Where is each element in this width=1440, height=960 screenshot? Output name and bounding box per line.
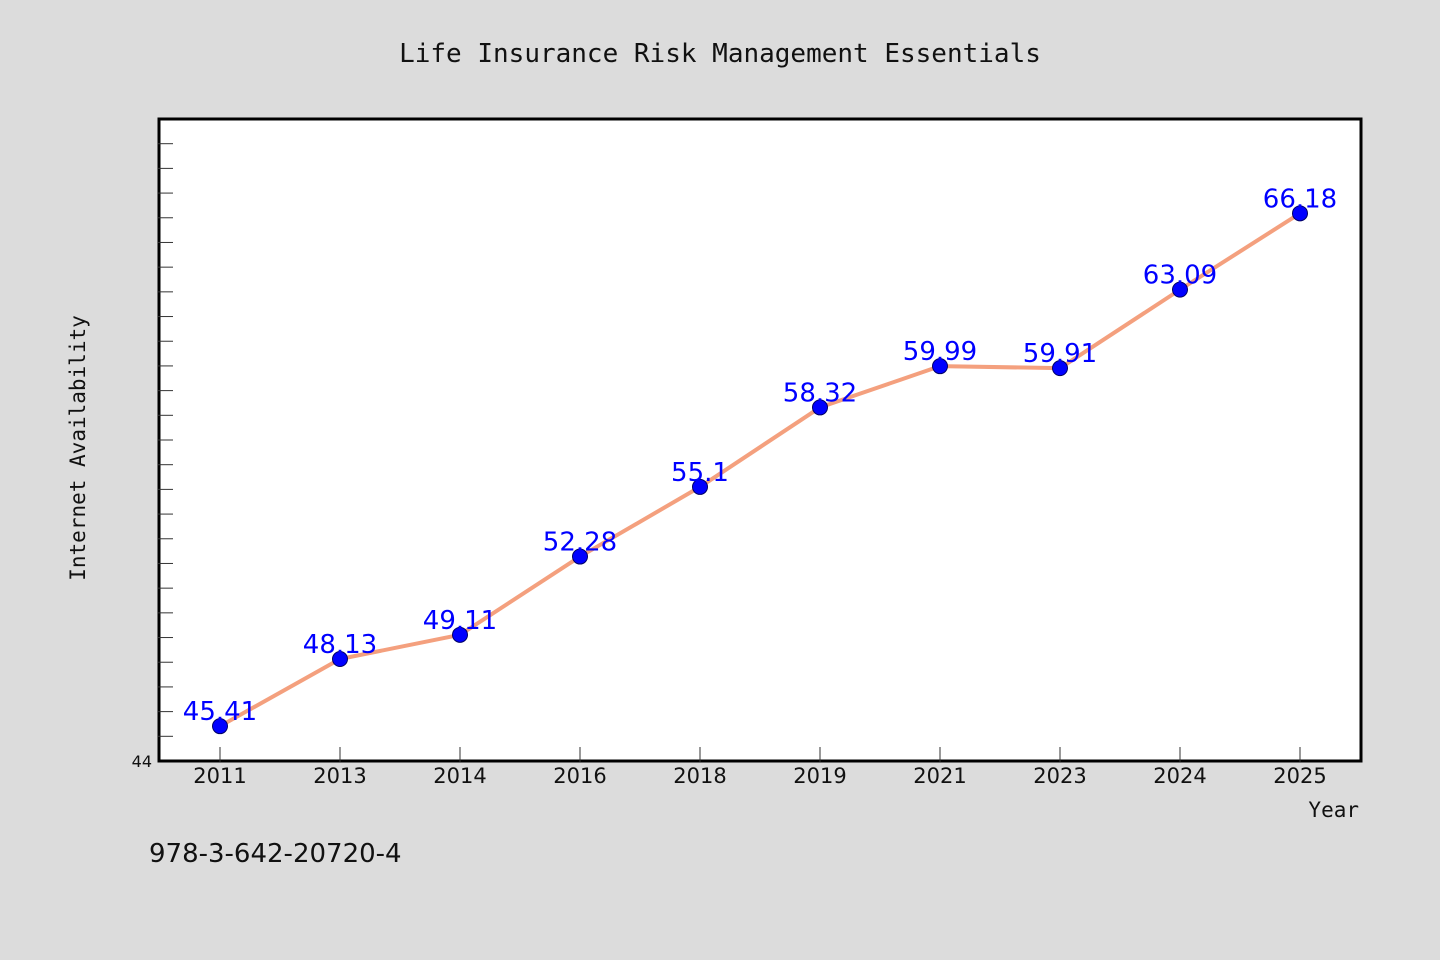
data-label: 48.13 — [303, 630, 377, 660]
data-label-layer: 45.41 48.13 49.11 52.28 55.1 58.32 59.99 59.91 6… — [183, 184, 1337, 727]
footer-code: 978-3-642-20720-4 — [149, 839, 402, 869]
data-label: 52.28 — [543, 528, 617, 558]
series-layer — [212, 205, 1308, 735]
y-axis-ticks — [158, 143, 173, 737]
data-point — [1172, 281, 1188, 298]
data-label: 45.41 — [183, 697, 257, 727]
x-tick-label: 2025 — [1273, 764, 1326, 788]
y-tick-label-min: 44 — [132, 752, 152, 771]
y-axis-title: Internet Availability — [66, 315, 90, 581]
data-point — [1292, 205, 1308, 222]
x-tick-label: 2018 — [673, 764, 726, 788]
x-axis-ticks: 2011 2013 2014 2016 2018 2019 2021 2023 2024 2025 — [193, 747, 1327, 788]
x-tick-label: 2019 — [793, 764, 846, 788]
x-axis-title: Year — [1308, 798, 1359, 822]
data-label: 49.11 — [423, 606, 497, 636]
x-tick-label: 2021 — [913, 764, 966, 788]
data-label: 55.1 — [671, 458, 729, 488]
x-tick-label: 2024 — [1153, 764, 1206, 788]
data-point — [692, 478, 708, 495]
data-point — [572, 548, 588, 565]
data-point — [1052, 360, 1068, 377]
data-point — [332, 651, 348, 668]
x-tick-label: 2011 — [193, 764, 246, 788]
data-label: 59.91 — [1023, 339, 1097, 369]
x-tick-label: 2013 — [313, 764, 366, 788]
data-point — [212, 718, 228, 735]
series-line — [218, 211, 1302, 729]
data-label: 59.99 — [903, 337, 977, 367]
data-point — [452, 626, 468, 643]
x-tick-label: 2023 — [1033, 764, 1086, 788]
x-tick-label: 2016 — [553, 764, 606, 788]
data-label: 63.09 — [1143, 261, 1217, 291]
chart-title: Life Insurance Risk Management Essential… — [399, 39, 1041, 69]
data-point — [932, 358, 948, 375]
data-label: 58.32 — [783, 378, 857, 408]
data-label: 66.18 — [1263, 184, 1337, 214]
data-point — [812, 399, 828, 416]
x-tick-label: 2014 — [433, 764, 486, 788]
